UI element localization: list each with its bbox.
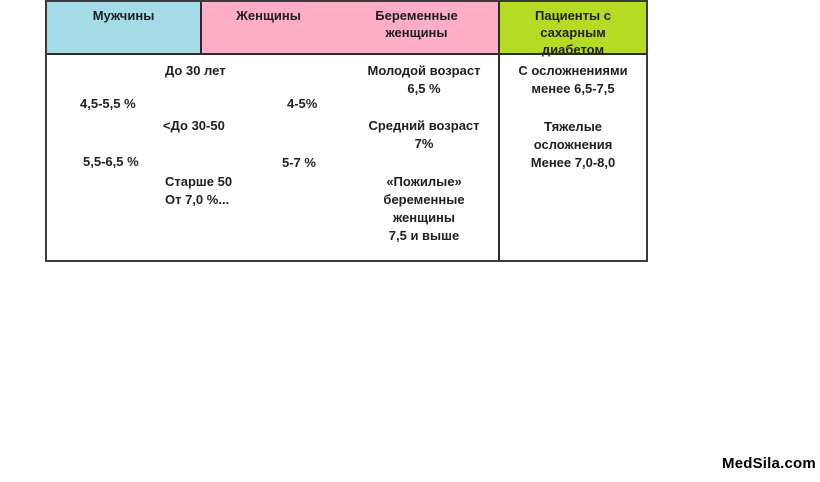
women-group2-value: 5-7 % [282, 155, 316, 170]
pregnant-group2: Средний возраст 7% [344, 117, 504, 153]
header-label-pregnant: Беременные женщины [375, 8, 458, 40]
men-group1-value: 4,5-5,5 % [80, 96, 136, 111]
diabetic-group2-label-line1: Тяжелые [543, 119, 603, 134]
pregnant-group1-value: 6,5 % [407, 81, 441, 96]
header-cell-pregnant: Беременные женщины [335, 2, 498, 53]
norms-table: Мужчины Женщины Беременные женщины Пацие… [45, 0, 648, 262]
header-label-women: Женщины [236, 8, 301, 23]
pregnant-group3-label-line3: женщины [392, 210, 456, 225]
diabetic-group1-value: менее 6,5-7,5 [531, 81, 615, 96]
diabetic-group1: С осложнениями менее 6,5-7,5 [500, 62, 646, 98]
header-cell-men: Мужчины [47, 2, 202, 53]
pregnant-group3-value: 7,5 и выше [388, 228, 460, 243]
pregnant-group3-label-line2: беременные [383, 192, 465, 207]
pregnant-group2-label: Средний возраст [368, 118, 480, 133]
header-cell-diabetic: Пациенты с сахарным диабетом [498, 2, 646, 57]
pregnant-group1-label: Молодой возраст [367, 63, 481, 78]
diabetic-group1-label: С осложнениями [518, 63, 628, 78]
men-group2-age: <До 30-50 [163, 118, 225, 133]
medsila-watermark: MedSila.com [722, 455, 816, 472]
men-group3: Старше 50 От 7,0 %... [165, 173, 232, 209]
header-label-diabetic: Пациенты с сахарным диабетом [535, 8, 611, 57]
men-group3-value: От 7,0 %... [165, 192, 230, 207]
diabetic-group2: Тяжелые осложнения Менее 7,0-8,0 [500, 118, 646, 172]
header-cell-women: Женщины [202, 2, 335, 53]
table-header-row: Мужчины Женщины Беременные женщины Пацие… [47, 2, 646, 57]
diabetic-group2-label-line2: осложнения [533, 137, 613, 152]
pregnant-group1: Молодой возраст 6,5 % [344, 62, 504, 98]
men-group2-value: 5,5-6,5 % [83, 154, 139, 169]
men-group3-age: Старше 50 [165, 174, 233, 189]
pregnant-group3-label-line1: «Пожилые» [386, 174, 462, 189]
pregnant-group3: «Пожилые» беременные женщины 7,5 и выше [344, 173, 504, 245]
men-group1-age: До 30 лет [165, 63, 226, 78]
pregnant-group2-value: 7% [414, 136, 434, 151]
diabetic-column-divider [498, 55, 500, 260]
women-group1-value: 4-5% [287, 96, 318, 111]
diabetic-group2-value: Менее 7,0-8,0 [530, 155, 616, 170]
table-body: До 30 лет 4,5-5,5 % <До 30-50 5,5-6,5 % … [47, 55, 646, 260]
header-label-men: Мужчины [92, 8, 155, 23]
